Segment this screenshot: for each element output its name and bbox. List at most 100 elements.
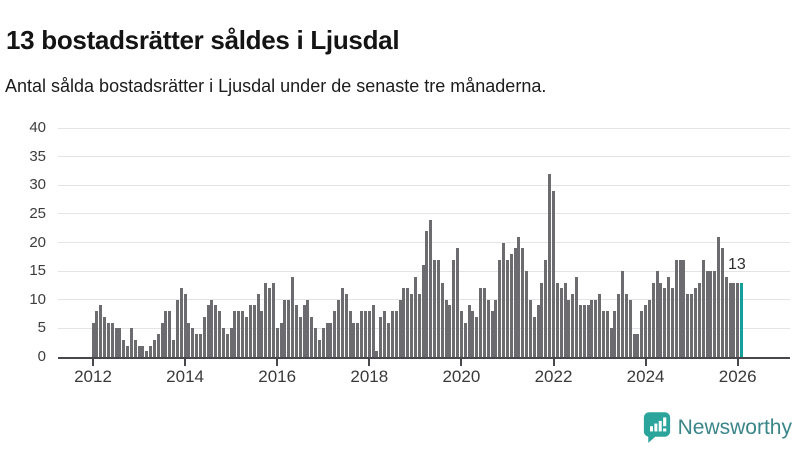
bar [486,299,490,357]
bar [693,288,697,357]
bar [728,282,732,357]
bar [152,339,156,357]
bar [444,299,448,357]
page-title: 13 bostadsrätter såldes i Ljusdal [6,25,400,56]
bar [540,282,544,357]
bar [256,294,260,357]
bar [674,259,678,357]
bar [456,248,460,357]
bar [690,294,694,357]
bar [356,322,360,357]
bar [701,259,705,357]
bar [275,328,279,357]
bar [410,294,413,357]
bar [663,288,667,357]
bar [321,328,325,357]
bar [367,311,371,357]
bar [448,305,452,357]
bar [505,259,509,357]
bar [544,259,548,357]
bar [578,305,582,357]
bar [122,339,126,357]
bar [137,345,141,357]
bar [310,316,314,357]
bar [670,288,674,357]
bar [429,219,433,357]
gridline [58,184,790,186]
bar [390,311,394,357]
bar [575,276,579,357]
bar [436,259,440,357]
bar [655,271,659,357]
y-axis-tick-label: 15 [29,262,46,280]
bar [325,322,329,357]
x-axis-tick [368,359,371,366]
bar [394,311,398,357]
bar [425,231,429,357]
bar [440,282,444,357]
bar [521,248,525,357]
bar [713,271,717,357]
bar [164,311,168,357]
bar [475,316,479,357]
bar [283,299,287,357]
bar [218,311,222,357]
bar [417,294,421,357]
y-axis-tick-label: 30 [29,176,46,194]
bar [99,305,103,357]
bar [636,334,640,357]
bar [314,328,318,357]
x-axis-tick-label: 2016 [258,367,297,386]
newsworthy-logo: Newsworthy [643,411,792,444]
bar [632,334,636,357]
bar [198,334,202,357]
bar [421,265,425,357]
bar [291,276,295,357]
bar [229,328,233,357]
x-axis-tick-label: 2026 [718,367,757,386]
y-axis-tick-label: 10 [29,290,46,308]
bar [598,294,602,357]
bar [413,276,417,357]
x-axis-tick-label: 2022 [534,367,573,386]
bar [106,322,110,357]
bar [402,288,406,357]
bar [536,305,540,357]
bar [329,322,333,357]
bar [601,311,605,357]
bar [513,248,517,357]
y-axis-tick-label: 25 [29,204,46,222]
bar [175,299,179,357]
bar [582,305,586,357]
bar [160,322,164,357]
bar [379,316,383,357]
bar [118,328,122,357]
x-axis-tick [92,359,94,366]
gridline [58,127,790,129]
bar [110,322,114,357]
bar [613,311,617,357]
bar [517,236,521,357]
bar [271,282,275,357]
page-subtitle: Antal sålda bostadsrätter i Ljusdal unde… [5,76,547,96]
bar [697,282,701,357]
y-axis-tick-label: 20 [29,233,46,251]
x-axis-tick-label: 2014 [166,367,204,386]
bar [168,311,172,357]
bar [375,351,379,357]
x-axis-line [58,357,790,359]
bar [459,311,463,357]
bar [709,271,713,357]
bar [294,305,298,357]
bar [490,311,494,357]
bar [129,328,133,357]
bar [717,236,720,357]
gridline [58,213,790,215]
bar [302,305,306,357]
bar [571,294,575,357]
bar [126,345,130,357]
bar [264,282,268,357]
bar [149,345,153,357]
bar [502,242,506,357]
bar [187,322,191,357]
